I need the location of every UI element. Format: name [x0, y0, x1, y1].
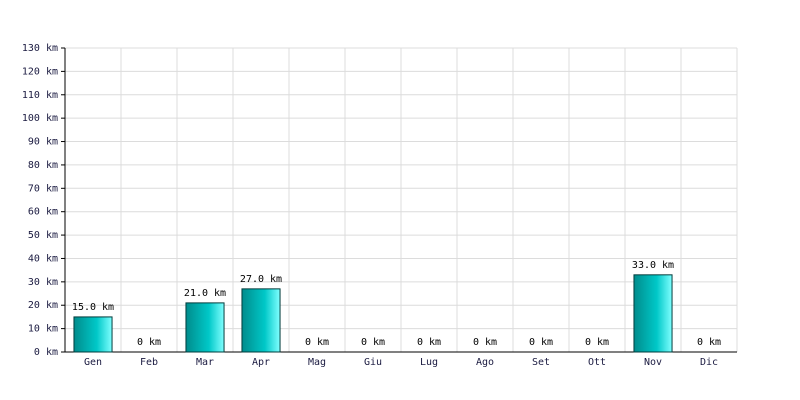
y-tick-label: 60 km	[28, 207, 58, 218]
y-tick-label: 120 km	[22, 66, 58, 77]
x-tick-label: Feb	[140, 357, 158, 368]
x-tick-label: Mar	[196, 357, 214, 368]
y-tick-label: 70 km	[28, 183, 58, 194]
value-label: 21.0 km	[184, 288, 226, 299]
y-tick-label: 110 km	[22, 90, 58, 101]
vertical-grid	[120, 48, 738, 352]
value-label: 27.0 km	[240, 274, 282, 285]
y-tick-label: 10 km	[28, 324, 58, 335]
bar	[185, 302, 225, 353]
value-label: 0 km	[305, 337, 329, 348]
value-label: 33.0 km	[632, 260, 674, 271]
x-tick-label: Set	[532, 357, 550, 368]
x-tick-label: Nov	[644, 357, 662, 368]
y-tick-label: 20 km	[28, 300, 58, 311]
value-label: 0 km	[697, 337, 721, 348]
bar	[73, 316, 113, 353]
x-tick-label: Lug	[420, 357, 438, 368]
y-tick-label: 90 km	[28, 137, 58, 148]
bar	[241, 288, 281, 353]
x-tick-label: Ott	[588, 357, 606, 368]
x-tick-label: Gen	[84, 357, 102, 368]
y-tick-label: 0 km	[34, 347, 58, 358]
y-tick-label: 50 km	[28, 230, 58, 241]
x-tick-label: Mag	[308, 357, 326, 368]
value-label: 0 km	[361, 337, 385, 348]
bar	[633, 274, 673, 353]
value-label: 0 km	[585, 337, 609, 348]
y-tick-label: 130 km	[22, 43, 58, 54]
value-label: 0 km	[417, 337, 441, 348]
y-tick-label: 30 km	[28, 277, 58, 288]
value-label: 0 km	[529, 337, 553, 348]
x-tick-label: Ago	[476, 357, 494, 368]
value-label: 15.0 km	[72, 302, 114, 313]
value-label: 0 km	[137, 337, 161, 348]
value-label: 0 km	[473, 337, 497, 348]
x-tick-label: Dic	[700, 357, 718, 368]
y-tick-label: 80 km	[28, 160, 58, 171]
x-tick-label: Giu	[364, 357, 382, 368]
x-tick-label: Apr	[252, 357, 270, 368]
y-tick-label: 40 km	[28, 253, 58, 264]
y-tick-label: 100 km	[22, 113, 58, 124]
